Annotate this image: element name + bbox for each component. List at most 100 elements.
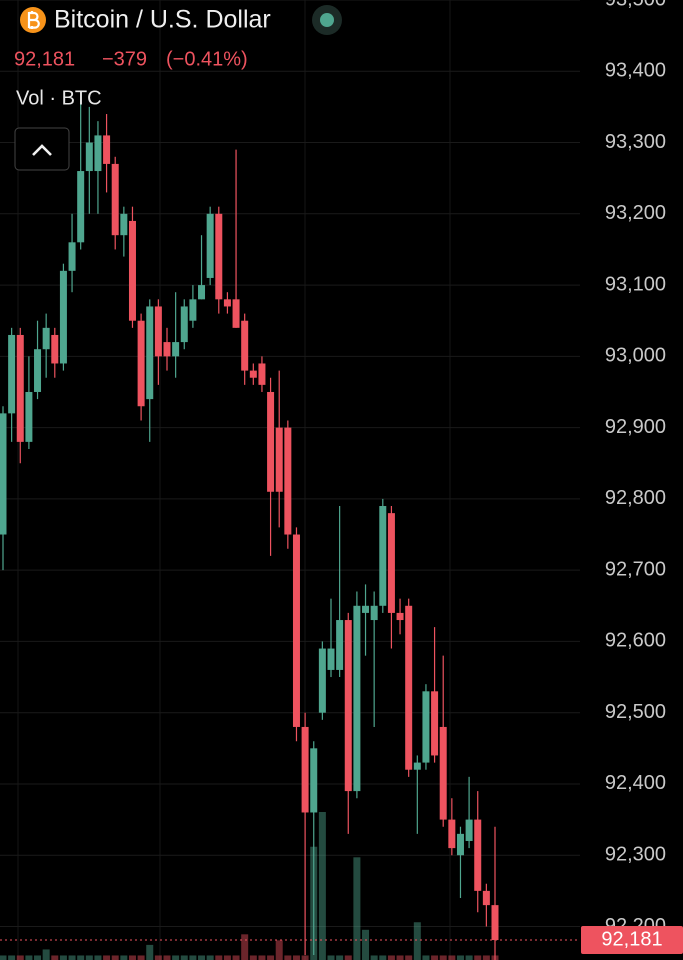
volume-bar [232,955,240,960]
volume-indicator-label: Vol · BTC [16,87,102,109]
volume-bar [180,955,188,960]
volume-bar [146,944,154,960]
volume-bar [137,955,145,960]
candle-body [0,413,7,535]
y-tick-label: 92,600 [605,630,666,652]
candle-body [405,605,413,770]
candle-body [448,819,456,849]
price-change-percent: (−0.41%) [166,48,248,70]
volume-bar [241,934,249,960]
candle-body [318,648,326,713]
volume-bar [405,955,413,960]
volume-bar [8,955,16,960]
y-tick-label: 93,400 [605,60,666,82]
candle-body [94,135,102,172]
collapse-button[interactable] [14,127,70,171]
volume-bar [431,955,439,960]
candle-body [482,890,490,906]
candle-body [180,306,188,343]
header: Bitcoin / U.S. Dollar 92,181 −379 (−0.41… [14,5,342,171]
volume-bar [396,955,404,960]
collapse-button-box[interactable] [14,127,70,171]
y-tick-label: 92,700 [605,558,666,580]
candle-body [206,213,214,278]
candle-body [491,905,499,941]
y-tick-label: 93,300 [605,131,666,153]
candle-body [128,220,136,321]
candle-body [301,726,309,813]
volume-bar [198,955,206,960]
candle-body [336,620,344,670]
candle-body [223,299,231,307]
volume-bar [59,955,67,960]
last-price-tag [581,926,683,955]
last-price-tag-label: 92,181 [601,928,662,950]
candle-body [439,726,447,820]
candle-body [241,320,249,371]
volume-bar [42,949,50,960]
volume-layer [0,812,499,960]
candle-body [146,306,154,400]
volume-bar [422,955,430,960]
volume-bar [189,955,197,960]
candle-body [154,306,162,357]
volume-bar [292,955,300,960]
last-price: 92,181 [14,48,75,70]
y-tick-label: 92,400 [605,772,666,794]
candle-body [362,605,370,613]
volume-bar [16,955,24,960]
candle-body [68,242,76,271]
volume-bar [111,955,119,960]
chevron-up[interactable] [32,144,52,156]
vertical-grid [17,0,451,960]
volume-bar [362,929,370,960]
volume-bar [128,955,136,960]
y-tick-label: 93,000 [605,345,666,367]
y-tick-label: 93,100 [605,273,666,295]
candle-body [456,833,464,856]
symbol-title: Bitcoin / U.S. Dollar [54,6,271,34]
candle-body [59,270,67,364]
candle-body [172,342,180,357]
candle-body [120,213,128,236]
volume-bar [85,955,93,960]
candle-body [42,327,50,350]
candle-body [189,299,197,321]
candle-body [77,171,85,243]
y-tick-label: 93,500 [605,0,666,10]
volume-bar [215,955,223,960]
candle-body [215,213,223,300]
candle-body [431,691,439,756]
volume-bar [439,955,447,960]
volume-bar [68,955,76,960]
volume-bar [379,955,387,960]
volume-bar [0,955,7,960]
volume-bar [223,955,231,960]
candle-body [353,605,361,792]
volume-bar [77,955,85,960]
volume-bar [94,955,102,960]
candle-body [275,427,283,492]
volume-bar [301,955,309,960]
volume-bar [258,955,266,960]
bitcoin-glyph [27,11,40,29]
volume-bar [353,857,361,960]
y-tick-label: 92,300 [605,844,666,866]
candle-body [387,513,395,613]
volume-bar [413,922,421,960]
candle-body [8,334,16,414]
price-change: −379 [102,48,147,70]
candle-body [284,427,292,535]
candle-body [344,620,352,792]
candle-body [292,534,300,727]
candle-body [25,391,33,442]
y-tick-label: 92,800 [605,487,666,509]
volume-bar [318,812,326,960]
y-tick-label: 93,200 [605,202,666,224]
candle-body [310,748,318,813]
volume-bar [284,955,292,960]
candle-body [474,819,482,891]
candle-body [111,163,119,236]
